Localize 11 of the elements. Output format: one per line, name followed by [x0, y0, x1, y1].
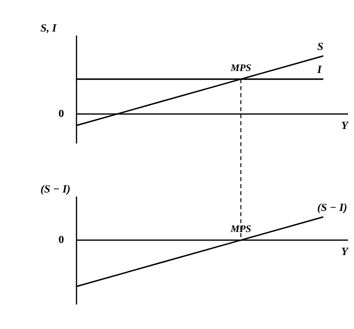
series-label: S — [317, 40, 324, 53]
series-label: (S − I) — [317, 202, 348, 214]
y-axis-title: (S − I) — [40, 184, 70, 196]
x-axis-title: Y — [341, 120, 350, 132]
text: 0 — [58, 234, 64, 246]
x-axis-title: Y — [341, 246, 350, 258]
series-label: I — [316, 64, 322, 76]
y-axis-title: S, I — [40, 22, 58, 34]
text: 0 — [58, 108, 64, 120]
annotation: MPS — [230, 63, 252, 74]
annotation: MPS — [230, 224, 252, 236]
